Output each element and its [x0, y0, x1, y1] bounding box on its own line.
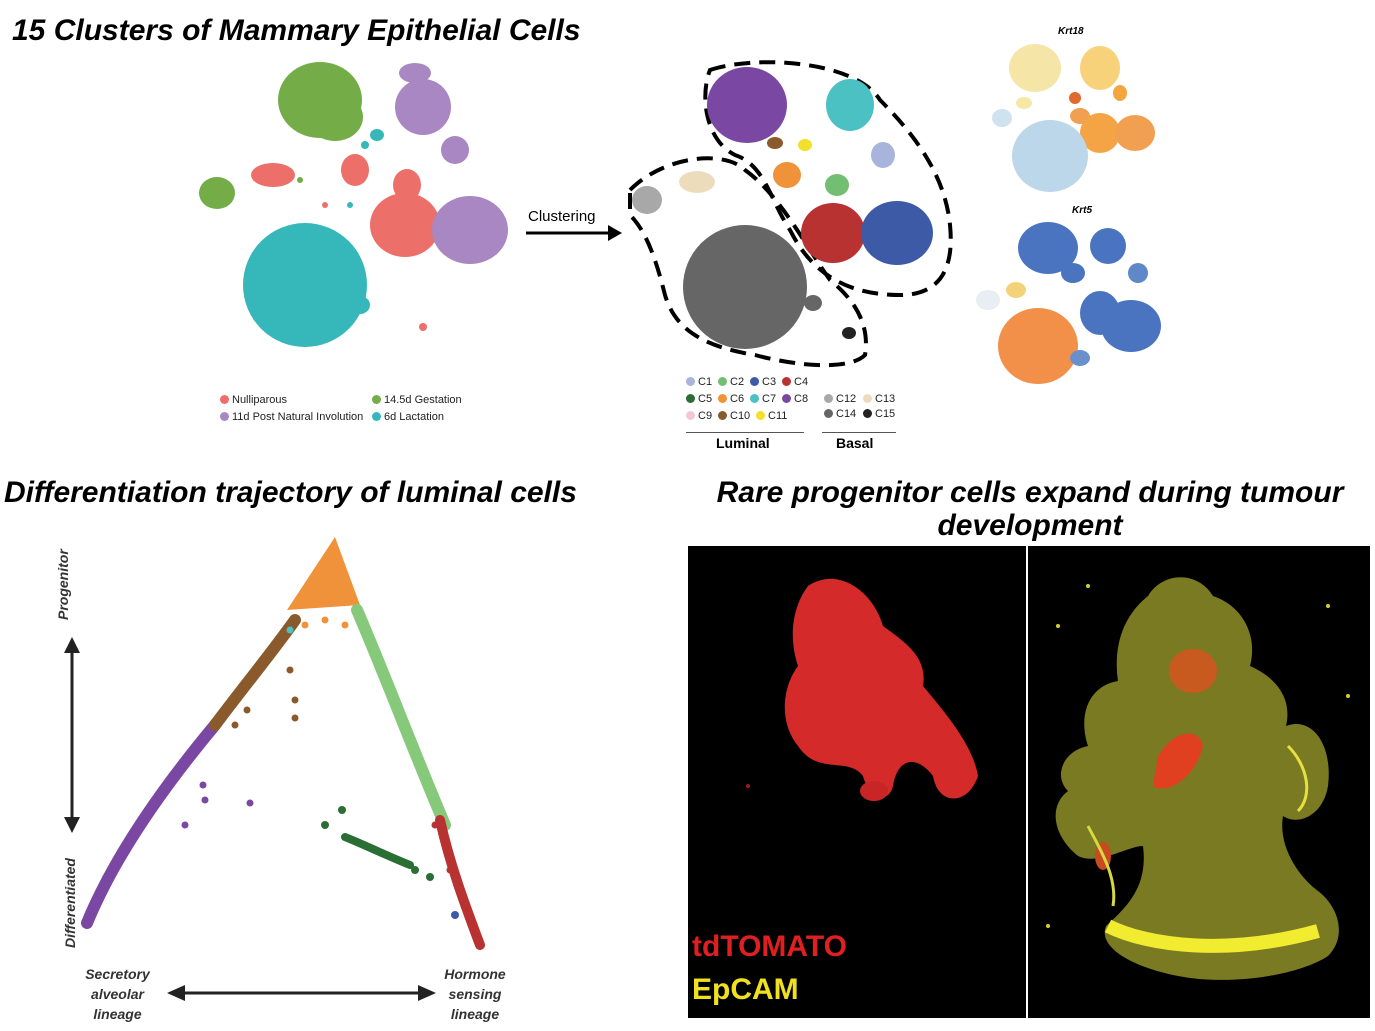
panel3-title-line1: Rare progenitor cells expand during tumo…: [716, 476, 1344, 509]
clustering-label: Clustering: [528, 208, 596, 225]
tsne-cluster-plot: [628, 60, 953, 368]
legend-swatch: [220, 395, 229, 404]
krt5-label: Krt5: [1072, 205, 1093, 216]
legend-item-c12: C12: [824, 393, 856, 405]
basal-label: Basal: [836, 435, 874, 451]
legend-item-nulliparous: Nulliparous: [220, 394, 287, 406]
trajectory-plot: [64, 537, 485, 1001]
legend-label: C11: [768, 410, 788, 422]
krt18-label: Krt18: [1058, 26, 1084, 37]
tsne-condition-plot: [199, 62, 508, 347]
legend-label: C13: [875, 393, 896, 405]
axis-label-secretory: Secretory alveolar lineage: [70, 964, 165, 1024]
legend-item-c5: C5: [686, 393, 712, 405]
legend-item-c15: C15: [863, 408, 895, 420]
legend-item-c2: C2: [718, 376, 744, 388]
tdtomato-stain: [746, 578, 978, 801]
legend-label: C8: [794, 393, 809, 405]
legend-swatch: [686, 377, 695, 386]
legend-label: C9: [698, 410, 713, 422]
legend-swatch: [782, 394, 791, 403]
merged-stain: [1046, 577, 1350, 980]
legend-label: C14: [836, 408, 857, 420]
legend-label: C7: [762, 393, 777, 405]
microscopy-tdtomato: tdTOMATO EpCAM: [688, 546, 1026, 1018]
legend-item-c10: C10: [718, 410, 750, 422]
legend-item-c8: C8: [782, 393, 808, 405]
legend-item-c6: C6: [718, 393, 744, 405]
axis-label-line: Hormone: [444, 966, 506, 982]
legend-swatch: [824, 409, 833, 418]
axis-label-line: alveolar: [91, 986, 144, 1002]
legend-swatch: [750, 377, 759, 386]
legend-label: C12: [836, 393, 857, 405]
legend-swatch: [686, 411, 695, 420]
legend-item-c13: C13: [863, 393, 895, 405]
axis-label-line: lineage: [93, 1006, 142, 1022]
legend-swatch: [782, 377, 791, 386]
legend-item-c7: C7: [750, 393, 776, 405]
legend-label: C3: [762, 376, 777, 388]
axis-label-progenitor-wrap: Progenitor: [55, 549, 75, 620]
axis-label-progenitor: Progenitor: [55, 549, 71, 620]
label-epcam: EpCAM: [692, 973, 799, 1006]
axis-label-line: Secretory: [85, 966, 150, 982]
luminal-label: Luminal: [716, 435, 770, 451]
legend-swatch: [750, 394, 759, 403]
legend-item-c4: C4: [782, 376, 808, 388]
legend-swatch: [220, 412, 229, 421]
legend-swatch: [372, 412, 381, 421]
label-tdtomato: tdTOMATO: [692, 930, 847, 963]
axis-label-line: lineage: [450, 1006, 500, 1022]
axis-label-differentiated-wrap: Differentiated: [62, 858, 80, 948]
legend-label: C10: [730, 410, 751, 422]
krt5-feature-plot: [976, 222, 1161, 384]
legend-swatch: [863, 394, 872, 403]
legend-label: 6d Lactation: [384, 411, 444, 423]
legend-item-lactation: 6d Lactation: [372, 411, 444, 423]
panel1-title: 15 Clusters of Mammary Epithelial Cells: [12, 14, 581, 47]
legend-item-gestation: 14.5d Gestation: [372, 394, 462, 406]
axis-label-line: sensing: [448, 986, 502, 1002]
panel3-title: Rare progenitor cells expand during tumo…: [690, 476, 1370, 542]
legend-swatch: [686, 394, 695, 403]
legend-swatch: [756, 411, 765, 420]
legend-item-involution: 11d Post Natural Involution: [220, 411, 363, 423]
legend-swatch: [718, 377, 727, 386]
panel2-title: Differentiation trajectory of luminal ce…: [4, 476, 577, 509]
basal-divider: [822, 432, 896, 433]
legend-label: C15: [875, 408, 896, 420]
legend-item-c1: C1: [686, 376, 712, 388]
legend-label: C4: [794, 376, 809, 388]
microscopy-merge: [1028, 546, 1370, 1018]
legend-label: C6: [730, 393, 745, 405]
clustering-arrow: [526, 225, 622, 241]
legend-swatch: [718, 394, 727, 403]
legend-label: C1: [698, 376, 713, 388]
axis-label-hormone: Hormone sensing lineage: [430, 964, 520, 1024]
legend-item-c3: C3: [750, 376, 776, 388]
legend-label: 14.5d Gestation: [384, 394, 462, 406]
axis-label-differentiated: Differentiated: [62, 858, 78, 948]
legend-item-c14: C14: [824, 408, 856, 420]
legend-label: 11d Post Natural Involution: [232, 411, 364, 423]
legend-swatch: [372, 395, 381, 404]
krt18-feature-plot: [992, 44, 1155, 192]
luminal-divider: [686, 432, 804, 433]
legend-label: C5: [698, 393, 713, 405]
legend-label: C2: [730, 376, 745, 388]
legend-swatch: [718, 411, 727, 420]
legend-swatch: [863, 409, 872, 418]
legend-item-c9: C9: [686, 410, 712, 422]
legend-swatch: [824, 394, 833, 403]
legend-label: Nulliparous: [232, 394, 288, 406]
panel3-title-line2: development: [937, 509, 1123, 542]
legend-item-c11: C11: [756, 410, 787, 422]
